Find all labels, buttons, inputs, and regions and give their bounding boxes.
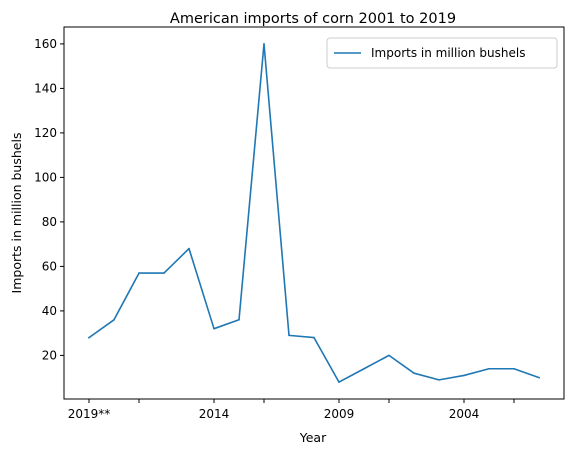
data-point-2019**	[88, 336, 90, 339]
data-point-2009	[338, 381, 340, 383]
data-point-2007	[388, 354, 390, 357]
x-tick-label-2014: 2014	[199, 407, 230, 421]
legend-label: Imports in million bushels	[371, 46, 525, 60]
y-axis-label: Imports in million bushels	[9, 133, 24, 294]
y-tick-label-100: 100	[34, 170, 57, 184]
x-axis-label: Year	[299, 430, 327, 445]
data-point-2005	[438, 379, 440, 381]
y-tick-label-160: 160	[34, 37, 57, 51]
data-point-2011	[288, 334, 290, 337]
series-line-imports	[87, 43, 541, 383]
y-tick-label-120: 120	[34, 126, 57, 140]
y-tick-label-40: 40	[42, 304, 57, 318]
data-point-2014	[213, 327, 215, 330]
data-point-2001	[538, 376, 540, 379]
x-axis: 2019** 2014 2009 2004	[68, 399, 515, 421]
x-tick-label-2009: 2009	[324, 407, 355, 421]
plot-area	[63, 26, 565, 400]
x-tick-label-2019**: 2019**	[68, 407, 111, 421]
data-point-2006	[413, 372, 415, 374]
data-point-2010	[313, 336, 315, 339]
data-point-2002	[513, 367, 515, 370]
data-point-2016	[163, 272, 165, 274]
y-tick-label-60: 60	[42, 259, 57, 273]
data-point-2017	[138, 272, 140, 274]
data-point-2004	[463, 374, 465, 377]
y-axis: 20 40 60 80 100 120 140 160	[34, 37, 64, 362]
y-tick-label-140: 140	[34, 81, 57, 95]
data-point-2018	[113, 318, 115, 321]
data-point-2008	[363, 367, 365, 370]
series-points	[88, 43, 540, 383]
chart-title: American imports of corn 2001 to 2019	[170, 11, 456, 27]
legend-box	[326, 37, 558, 69]
data-point-2013	[238, 318, 240, 321]
data-point-2015	[188, 247, 190, 250]
data-point-2003	[488, 367, 490, 370]
data-point-2012	[263, 43, 265, 45]
x-tick-label-2004: 2004	[449, 407, 480, 421]
legend: Imports in million bushels	[326, 37, 558, 69]
y-tick-label-80: 80	[42, 215, 57, 229]
y-tick-label-20: 20	[42, 348, 57, 362]
